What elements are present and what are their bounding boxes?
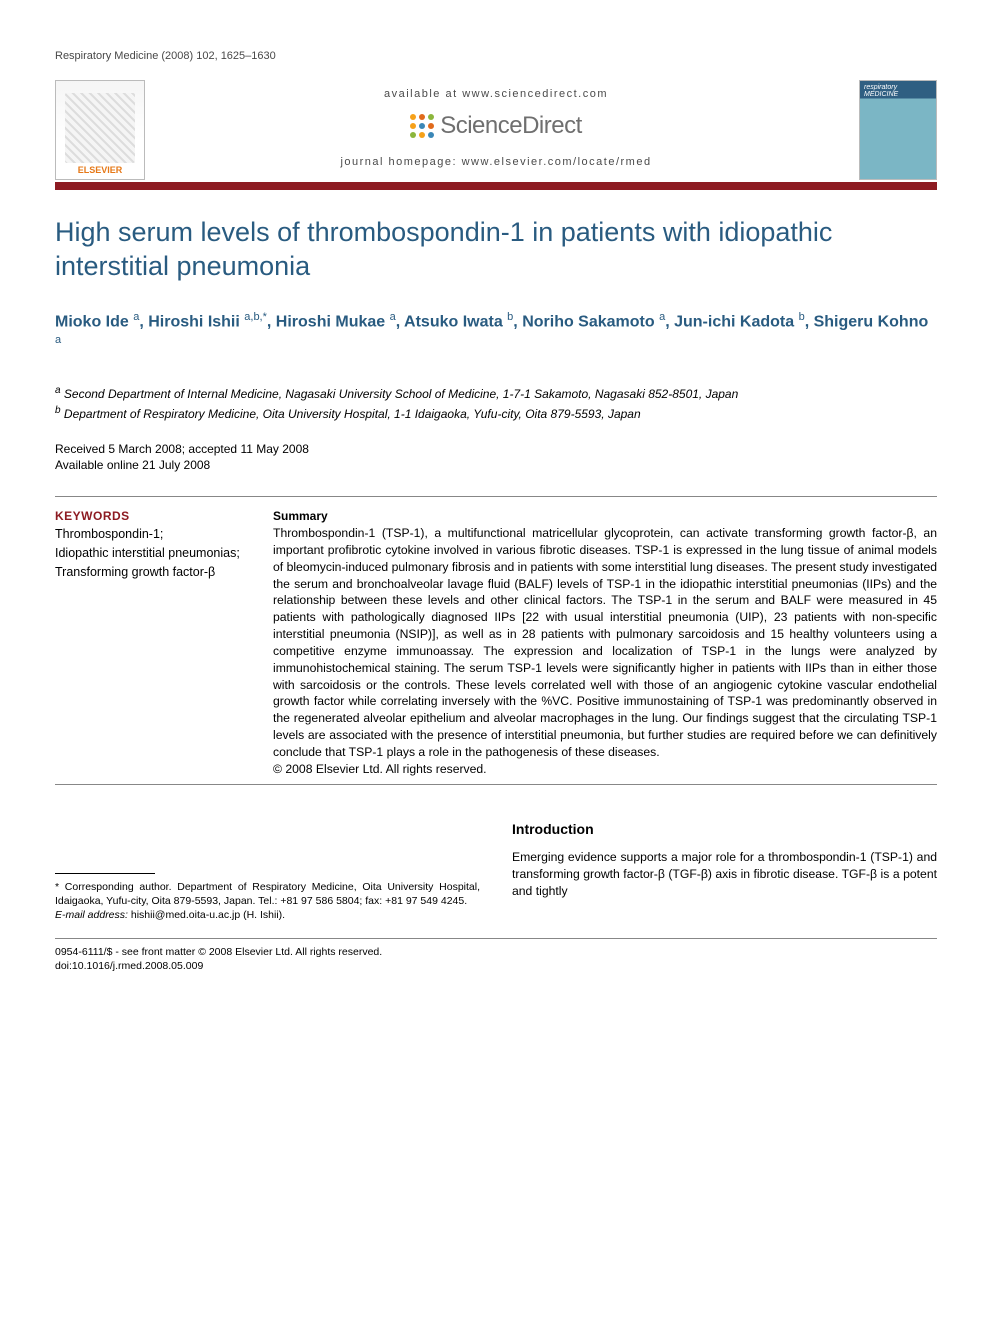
sd-dot bbox=[419, 123, 425, 129]
footer-meta: 0954-6111/$ - see front matter © 2008 El… bbox=[55, 945, 937, 973]
affiliation-b: b Department of Respiratory Medicine, Oi… bbox=[55, 403, 937, 423]
elsevier-tree-icon bbox=[65, 93, 135, 163]
online-date: Available online 21 July 2008 bbox=[55, 457, 937, 474]
running-head: Respiratory Medicine (2008) 102, 1625–16… bbox=[55, 50, 937, 62]
corr-author-text: * Corresponding author. Department of Re… bbox=[55, 880, 480, 908]
keywords-body: Thrombospondin-1;Idiopathic interstitial… bbox=[55, 525, 245, 581]
journal-cover-title: respiratory MEDICINE bbox=[864, 84, 932, 98]
sd-dot bbox=[410, 123, 416, 129]
elsevier-logo: ELSEVIER bbox=[55, 80, 145, 180]
journal-cover-thumbnail: respiratory MEDICINE bbox=[859, 80, 937, 180]
doi-line: doi:10.1016/j.rmed.2008.05.009 bbox=[55, 959, 937, 973]
author-list: Mioko Ide a, Hiroshi Ishii a,b,*, Hirosh… bbox=[55, 310, 937, 357]
article-title: High serum levels of thrombospondin-1 in… bbox=[55, 216, 937, 284]
email-label: E-mail address: bbox=[55, 909, 128, 921]
sd-dot bbox=[410, 114, 416, 120]
grey-divider-top bbox=[55, 496, 937, 497]
grey-divider-bottom bbox=[55, 784, 937, 785]
sd-dot bbox=[428, 123, 434, 129]
sd-dot bbox=[410, 132, 416, 138]
footnote-rule bbox=[55, 873, 155, 874]
summary-body: Thrombospondin-1 (TSP-1), a multifunctio… bbox=[273, 525, 937, 761]
available-at-line: available at www.sciencedirect.com bbox=[55, 88, 937, 100]
affiliations: a Second Department of Internal Medicine… bbox=[55, 383, 937, 423]
front-matter-line: 0954-6111/$ - see front matter © 2008 El… bbox=[55, 945, 937, 959]
sciencedirect-logo: ScienceDirect bbox=[55, 112, 937, 140]
red-divider bbox=[55, 182, 937, 190]
sciencedirect-text: ScienceDirect bbox=[440, 112, 582, 140]
abstract-copyright: © 2008 Elsevier Ltd. All rights reserved… bbox=[273, 762, 937, 776]
summary-heading: Summary bbox=[273, 509, 937, 523]
email-address[interactable]: hishii@med.oita-u.ac.jp bbox=[131, 909, 240, 921]
article-dates: Received 5 March 2008; accepted 11 May 2… bbox=[55, 441, 937, 475]
introduction-body: Emerging evidence supports a major role … bbox=[512, 849, 937, 900]
sd-dot bbox=[419, 132, 425, 138]
affiliation-a: a Second Department of Internal Medicine… bbox=[55, 383, 937, 403]
sd-dot bbox=[428, 114, 434, 120]
keywords-heading: KEYWORDS bbox=[55, 509, 245, 523]
elsevier-label: ELSEVIER bbox=[78, 165, 123, 175]
email-attribution: (H. Ishii). bbox=[243, 909, 285, 921]
sd-dot bbox=[419, 114, 425, 120]
sciencedirect-dots-icon bbox=[410, 114, 434, 138]
received-accepted-date: Received 5 March 2008; accepted 11 May 2… bbox=[55, 441, 937, 458]
journal-homepage-line: journal homepage: www.elsevier.com/locat… bbox=[55, 156, 937, 168]
footer-divider bbox=[55, 938, 937, 939]
sd-dot bbox=[428, 132, 434, 138]
corresponding-author-footnote: * Corresponding author. Department of Re… bbox=[55, 880, 480, 923]
journal-header: ELSEVIER available at www.sciencedirect.… bbox=[55, 80, 937, 172]
introduction-heading: Introduction bbox=[512, 821, 937, 837]
